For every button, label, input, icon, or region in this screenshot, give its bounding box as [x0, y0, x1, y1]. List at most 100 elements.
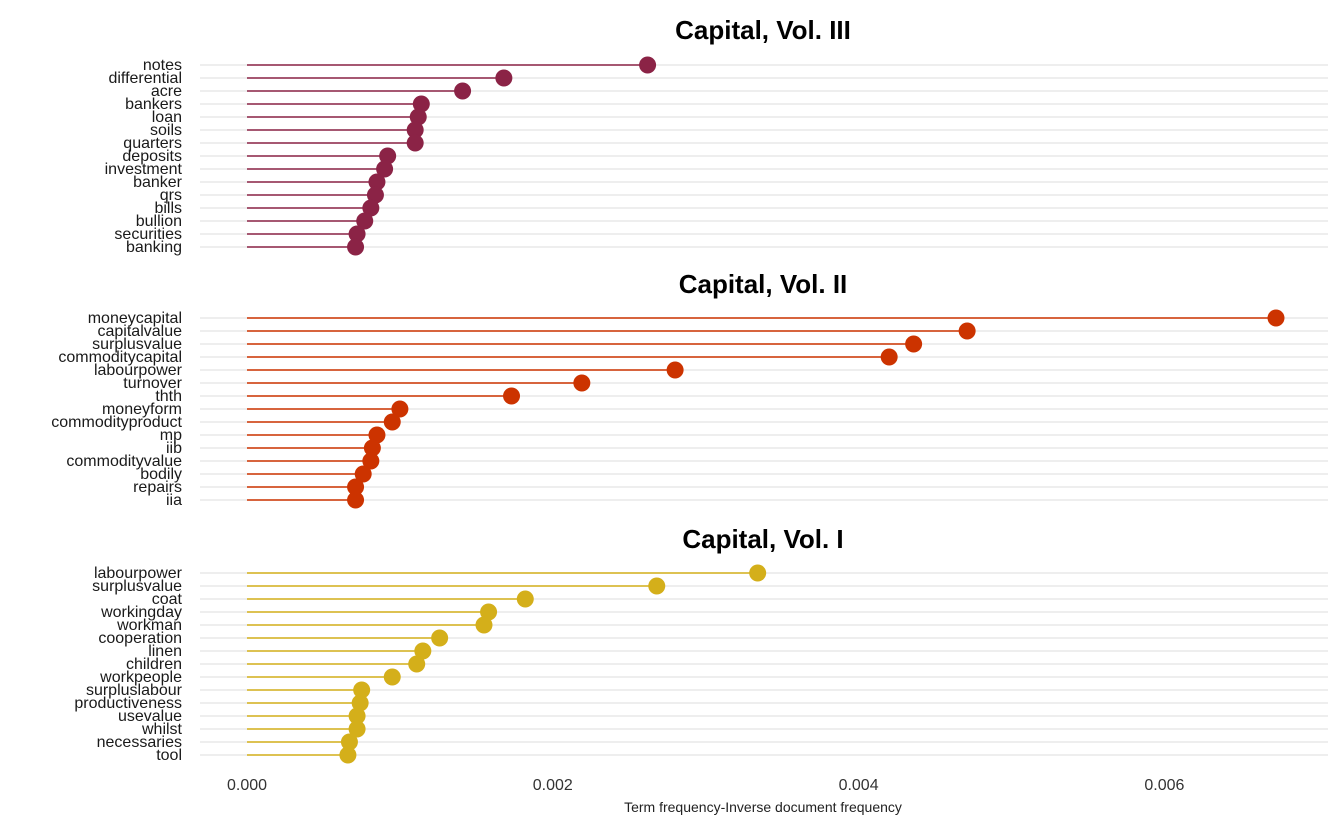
lollipop-point [749, 564, 767, 582]
category-label: banker [133, 174, 183, 191]
lollipop-point [480, 603, 498, 621]
lollipop-point [348, 707, 366, 725]
category-label: iia [166, 492, 182, 509]
lollipop-point [880, 348, 898, 366]
category-label: labourpower [94, 565, 183, 582]
category-label: investment [105, 161, 183, 178]
panel-1: Capital, Vol. IIInotesdifferentialacreba… [105, 15, 1328, 256]
lollipop-point [368, 426, 386, 444]
lollipop-point [356, 212, 374, 230]
category-label: commoditycapital [58, 349, 182, 366]
category-label: surpluslabour [86, 682, 183, 699]
lollipop-point [379, 147, 397, 165]
category-label: children [126, 656, 182, 673]
category-label: differential [108, 70, 182, 87]
category-label: loan [152, 109, 182, 126]
panel-title: Capital, Vol. I [682, 524, 843, 554]
category-label: bankers [125, 96, 182, 113]
lollipop-point [347, 478, 365, 496]
lollipop-point [454, 82, 472, 100]
category-label: cooperation [98, 630, 182, 647]
lollipop-point [408, 655, 426, 673]
category-label: capitalvalue [98, 323, 183, 340]
category-label: productiveness [74, 695, 182, 712]
lollipop-point [383, 668, 401, 686]
category-label: thth [155, 388, 182, 405]
category-label: iib [166, 440, 182, 457]
category-label: workingday [100, 604, 182, 621]
category-label: bodily [140, 466, 182, 483]
category-label: coat [152, 591, 183, 608]
category-label: securities [114, 226, 182, 243]
category-label: necessaries [97, 734, 182, 751]
lollipop-point [351, 694, 369, 712]
category-label: commodityproduct [51, 414, 182, 431]
lollipop-point [495, 69, 513, 87]
x-tick-label: 0.006 [1144, 777, 1184, 794]
category-label: acre [151, 83, 182, 100]
category-label: bills [154, 200, 182, 217]
lollipop-point [431, 629, 449, 647]
x-tick-label: 0.004 [839, 777, 879, 794]
lollipop-point [406, 121, 424, 139]
lollipop-point [905, 335, 923, 353]
lollipop-point [1267, 309, 1285, 327]
lollipop-point [363, 439, 381, 457]
lollipop-point [348, 225, 366, 243]
category-label: surplusvalue [92, 578, 182, 595]
category-label: quarters [123, 135, 182, 152]
category-label: qrs [160, 187, 182, 204]
lollipop-point [347, 238, 365, 256]
lollipop-point [340, 733, 358, 751]
category-label: labourpower [94, 362, 183, 379]
lollipop-point [503, 387, 521, 405]
lollipop-point [391, 400, 409, 418]
category-label: turnover [123, 375, 182, 392]
category-label: deposits [122, 148, 182, 165]
lollipop-point [666, 361, 684, 379]
category-label: mp [160, 427, 182, 444]
lollipop-point [409, 108, 427, 126]
x-tick-label: 0.002 [533, 777, 573, 794]
lollipop-point [383, 413, 401, 431]
category-label: tool [156, 747, 182, 764]
category-label: surplusvalue [92, 336, 182, 353]
lollipop-point [347, 491, 365, 509]
category-label: banking [126, 239, 182, 256]
category-label: notes [143, 57, 182, 74]
category-label: workman [116, 617, 182, 634]
lollipop-point [414, 642, 432, 660]
lollipop-point [353, 681, 371, 699]
chart-panels: Capital, Vol. IIInotesdifferentialacreba… [51, 15, 1328, 764]
lollipop-point [958, 322, 976, 340]
lollipop-point [376, 160, 394, 178]
lollipop-point [573, 374, 591, 392]
lollipop-point [648, 577, 666, 595]
category-label: bullion [136, 213, 182, 230]
panel-title: Capital, Vol. III [675, 15, 851, 45]
panel-title: Capital, Vol. II [679, 269, 848, 299]
lollipop-point [362, 452, 380, 470]
x-axis-title: Term frequency-Inverse document frequenc… [624, 799, 902, 815]
lollipop-point [348, 720, 366, 738]
category-label: soils [150, 122, 182, 139]
lollipop-point [406, 134, 424, 152]
x-tick-label: 0.000 [227, 777, 267, 794]
category-label: moneyform [102, 401, 182, 418]
lollipop-point [475, 616, 493, 634]
lollipop-point [366, 186, 384, 204]
category-label: workpeople [99, 669, 182, 686]
category-label: commodityvalue [66, 453, 182, 470]
lollipop-point [362, 199, 380, 217]
category-label: linen [148, 643, 182, 660]
panel-3: Capital, Vol. Ilabourpowersurplusvalueco… [74, 524, 1328, 764]
lollipop-point [639, 56, 657, 74]
category-label: moneycapital [88, 310, 182, 327]
lollipop-point [516, 590, 534, 608]
lollipop-point [339, 746, 357, 764]
x-axis: 0.000 0.002 0.004 0.006 [227, 777, 1185, 794]
panel-2: Capital, Vol. II moneycapitalcapitalvalue… [51, 269, 1328, 509]
category-label: whilst [141, 721, 183, 738]
lollipop-point [412, 95, 430, 113]
category-label: repairs [133, 479, 182, 496]
